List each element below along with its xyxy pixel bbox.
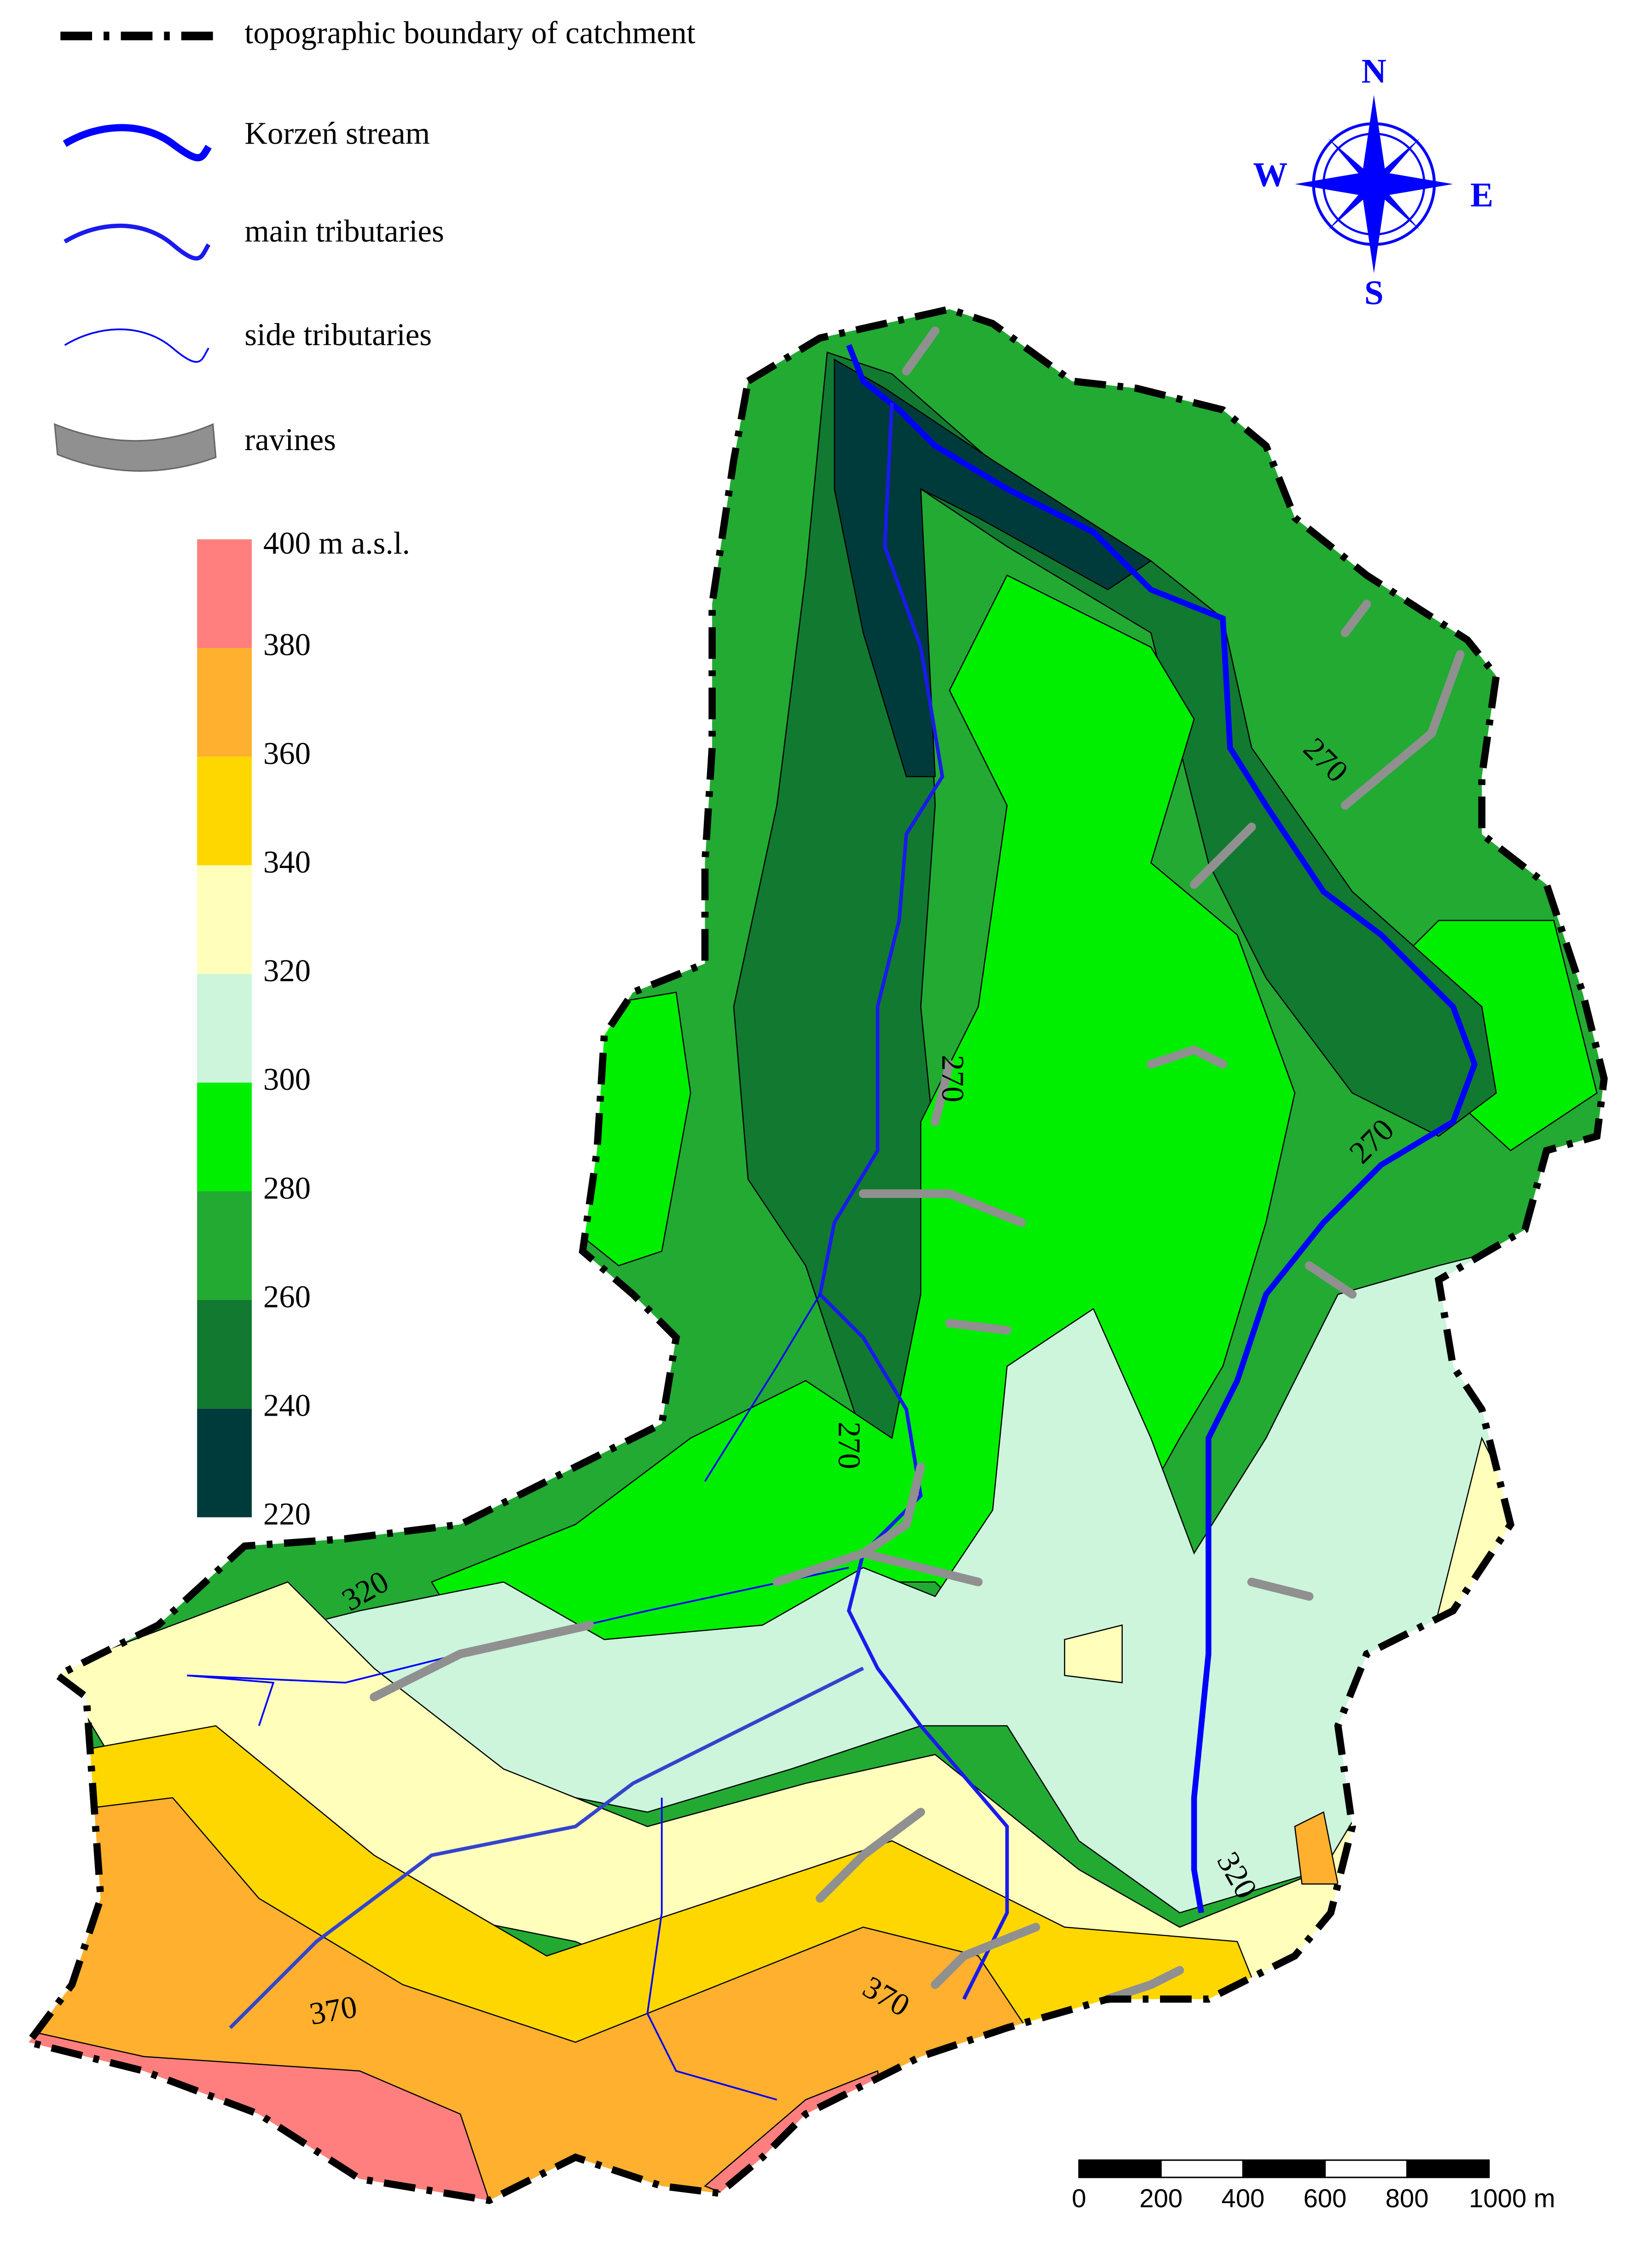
colorbar-label: 320 <box>263 953 311 988</box>
side-tributary <box>646 1798 777 2101</box>
colorbar-label: 300 <box>263 1062 311 1097</box>
ravine <box>1103 1966 1184 2004</box>
colorbar-label: 240 <box>263 1388 311 1423</box>
scale-bar-segment <box>1242 2159 1326 2178</box>
compass-south: S <box>1364 274 1384 312</box>
legend-label: Korzeń stream <box>244 116 430 151</box>
colorbar-band <box>197 757 252 866</box>
compass-point <box>1328 138 1374 184</box>
legend-label: side tributaries <box>244 317 432 352</box>
compass-point <box>1328 184 1374 230</box>
colorbar-band <box>197 865 252 974</box>
compass-west: W <box>1253 156 1288 194</box>
ravine <box>816 1808 925 1903</box>
legend-symbol-side-tributary <box>64 328 209 363</box>
scale-bar-label: 800 <box>1386 2184 1429 2213</box>
colorbar-band <box>197 1082 252 1192</box>
compass-point <box>1374 172 1453 196</box>
legend-label: topographic boundary of catchment <box>244 15 695 50</box>
scale-bar-label: 0 <box>1072 2184 1086 2213</box>
colorbar-band <box>197 1408 252 1517</box>
contour-label: 370 <box>307 1989 360 2031</box>
legend-symbol-main-tributary <box>64 223 211 261</box>
scale-bar-label: 600 <box>1303 2184 1346 2213</box>
colorbar-label: 360 <box>263 736 311 771</box>
ravines <box>370 326 1465 2004</box>
ravine <box>1146 1045 1227 1069</box>
side-tributary <box>704 1294 821 1482</box>
colorbar-label: 380 <box>263 627 311 662</box>
colorbar-band <box>197 648 252 757</box>
main-tributary <box>229 1666 864 2029</box>
compass-point <box>1374 138 1420 184</box>
colorbar-label: 400 m a.s.l. <box>263 526 410 561</box>
korzen-stream <box>846 344 1478 1914</box>
ravine <box>1305 1261 1357 1299</box>
ravine <box>370 1620 594 1701</box>
ravine <box>931 1923 1040 1989</box>
elevation-zone <box>1294 1811 1339 1885</box>
legend-symbol-stream <box>63 124 212 162</box>
ravine <box>859 1189 1026 1227</box>
contour-label: 270 <box>935 1055 970 1102</box>
catchment-boundary <box>23 305 1608 2204</box>
legend-label: main tributaries <box>244 214 444 249</box>
elevation-zone <box>1064 1624 1123 1684</box>
compass-point <box>1374 184 1420 230</box>
elevation-zone <box>186 1236 1584 1914</box>
scale-bar-label: 1000 m <box>1469 2184 1555 2213</box>
colorbar-label: 260 <box>263 1279 311 1314</box>
scale-bar-label: 400 <box>1221 2184 1265 2213</box>
legend: topographic boundary of catchment Korzeń… <box>53 15 696 472</box>
ravine <box>1189 822 1256 889</box>
legend-label: ravines <box>244 422 336 457</box>
compass-north: N <box>1362 52 1386 91</box>
legend-symbol-ravine <box>53 423 217 472</box>
ravine <box>902 326 940 376</box>
compass-point <box>1362 95 1386 184</box>
elevation-colorbar: 400 m a.s.l. 380 360 340 320 300 280 260 240 220 <box>197 526 410 1532</box>
colorbar-label: 280 <box>263 1170 311 1205</box>
ravine <box>853 1463 983 1586</box>
ravine <box>772 1549 868 1586</box>
colorbar-label: 220 <box>263 1497 311 1532</box>
compass-point <box>1294 172 1374 196</box>
side-tributary <box>187 1567 849 1726</box>
colorbar-band <box>197 1191 252 1300</box>
ravine <box>1340 600 1371 637</box>
scale-bar-segment <box>1160 2159 1244 2178</box>
colorbar-band <box>197 539 252 648</box>
scale-bar: 0 200 400 600 800 1000 m <box>1072 2159 1555 2213</box>
elevation-zone <box>834 359 1152 777</box>
scale-bar-segment <box>1078 2159 1162 2178</box>
colorbar-band <box>197 1300 252 1409</box>
ravine <box>1247 1578 1314 1601</box>
colorbar-label: 340 <box>263 845 311 879</box>
ravine <box>931 1060 954 1126</box>
compass-east: E <box>1470 176 1493 214</box>
main-tributary <box>818 402 1009 2000</box>
ravine <box>945 1319 1012 1335</box>
scale-bar-segment <box>1406 2159 1490 2178</box>
compass-point <box>1362 184 1386 273</box>
scale-bar-segment <box>1324 2159 1408 2178</box>
rivers <box>187 344 1478 2101</box>
compass: N E S W <box>1253 52 1493 312</box>
contour-label: 270 <box>832 1422 867 1469</box>
scale-bar-label: 200 <box>1139 2184 1183 2213</box>
ravine <box>1340 650 1465 810</box>
colorbar-band <box>197 974 252 1083</box>
